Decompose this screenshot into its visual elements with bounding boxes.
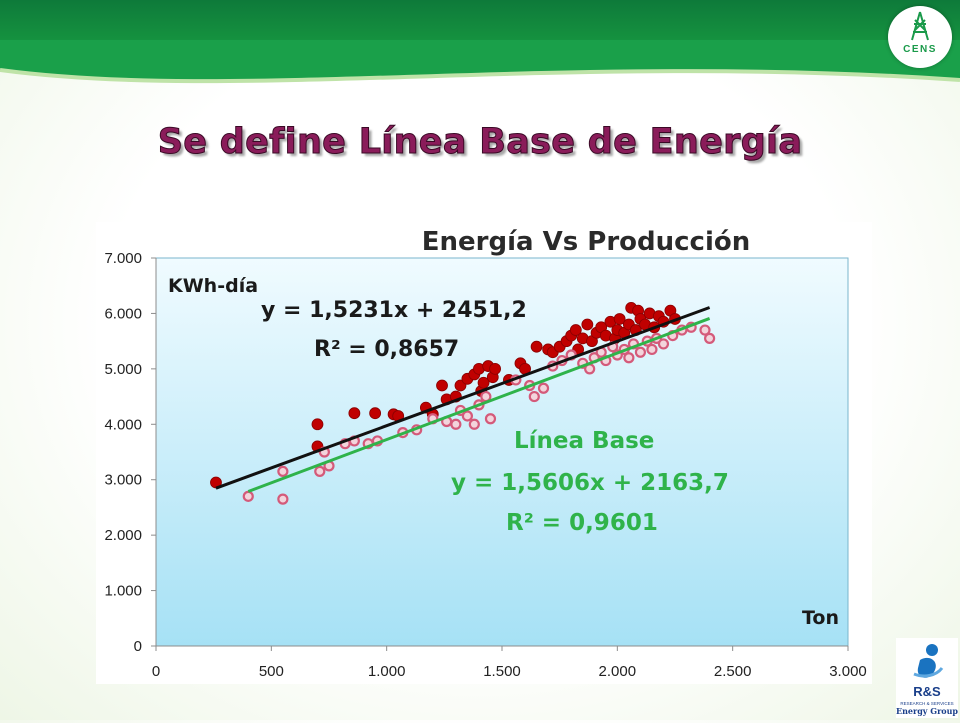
tower-icon — [911, 11, 929, 41]
x-tick-label: 2.500 — [714, 663, 752, 680]
rs-logo-text: R&S — [913, 684, 941, 699]
y-tick-label: 7.000 — [104, 250, 142, 267]
y-tick-label: 3.000 — [104, 472, 142, 489]
y-tick-label: 6.000 — [104, 305, 142, 322]
cens-logo-text: CENS — [903, 44, 937, 55]
data-point-base — [703, 332, 716, 344]
data-point-actual — [311, 418, 324, 431]
plot-area — [155, 257, 849, 647]
data-point-base — [623, 352, 635, 364]
data-point-base — [634, 346, 647, 358]
chart-container: 0 1.000 2.000 3.000 4.000 5.000 6.000 7.000 0 500… — [96, 222, 872, 684]
data-point-actual — [477, 376, 490, 389]
data-point-base — [242, 490, 254, 502]
x-tick-label: 500 — [259, 663, 284, 680]
person-body-icon — [917, 657, 936, 678]
rs-logo-sub2: Energy Group — [896, 706, 958, 716]
data-point-base — [461, 410, 473, 422]
trendline-base — [247, 317, 711, 493]
data-point-actual — [369, 407, 382, 420]
y-axis-label: KWh-día — [168, 275, 258, 297]
scatter-chart: 0 1.000 2.000 3.000 4.000 5.000 6.000 7.000 0 500… — [104, 227, 867, 680]
data-point-actual — [436, 379, 448, 392]
data-point-actual — [613, 313, 626, 325]
x-tick-label: 3.000 — [829, 663, 867, 680]
x-tick-label: 2.000 — [599, 663, 637, 680]
data-point-base — [699, 324, 711, 336]
data-point-actual — [489, 362, 501, 375]
x-tick-label: 1.500 — [483, 663, 521, 680]
header-curve — [0, 40, 960, 84]
data-point-actual — [569, 324, 582, 336]
data-point-actual — [530, 340, 543, 353]
y-tick-label: 4.000 — [104, 416, 142, 433]
data-point-actual — [348, 407, 361, 420]
rs-logo-sub1: RESEARCH & SERVICES — [900, 701, 953, 706]
y-tick-label: 5.000 — [104, 361, 142, 378]
actual-equation: y = 1,5231x + 2451,2 — [261, 298, 527, 323]
data-point-base — [484, 413, 497, 425]
y-tick-label: 0 — [134, 638, 142, 655]
cens-logo: CENS — [888, 6, 952, 68]
trendline-actual — [215, 306, 711, 490]
data-point-base — [528, 390, 540, 403]
data-point-base — [657, 338, 670, 350]
base-equation: y = 1,5606x + 2163,7 — [451, 470, 729, 496]
data-point-base — [450, 418, 462, 430]
page-title: Se define Línea Base de Energía — [157, 122, 803, 163]
data-point-actual — [581, 318, 594, 331]
rs-energy-logo: R&S RESEARCH & SERVICES Energy Group — [896, 638, 958, 718]
person-head-icon — [926, 644, 938, 656]
data-point-base — [277, 465, 289, 477]
data-point-base — [314, 465, 326, 477]
y-tick-label: 1.000 — [104, 583, 142, 600]
x-tick-label: 1.000 — [368, 663, 406, 680]
x-tick-label: 0 — [152, 663, 160, 680]
actual-r2: R² = 0,8657 — [314, 337, 459, 362]
data-point-base — [468, 418, 480, 430]
base-r2: R² = 0,9601 — [506, 510, 658, 536]
data-point-base — [537, 382, 550, 394]
data-point-base — [277, 493, 289, 505]
y-tick-label: 2.000 — [104, 527, 142, 544]
chart-title: Energía Vs Producción — [422, 227, 750, 257]
base-label: Línea Base — [514, 428, 654, 454]
x-axis-label: Ton — [802, 607, 839, 629]
data-point-base — [646, 343, 658, 356]
